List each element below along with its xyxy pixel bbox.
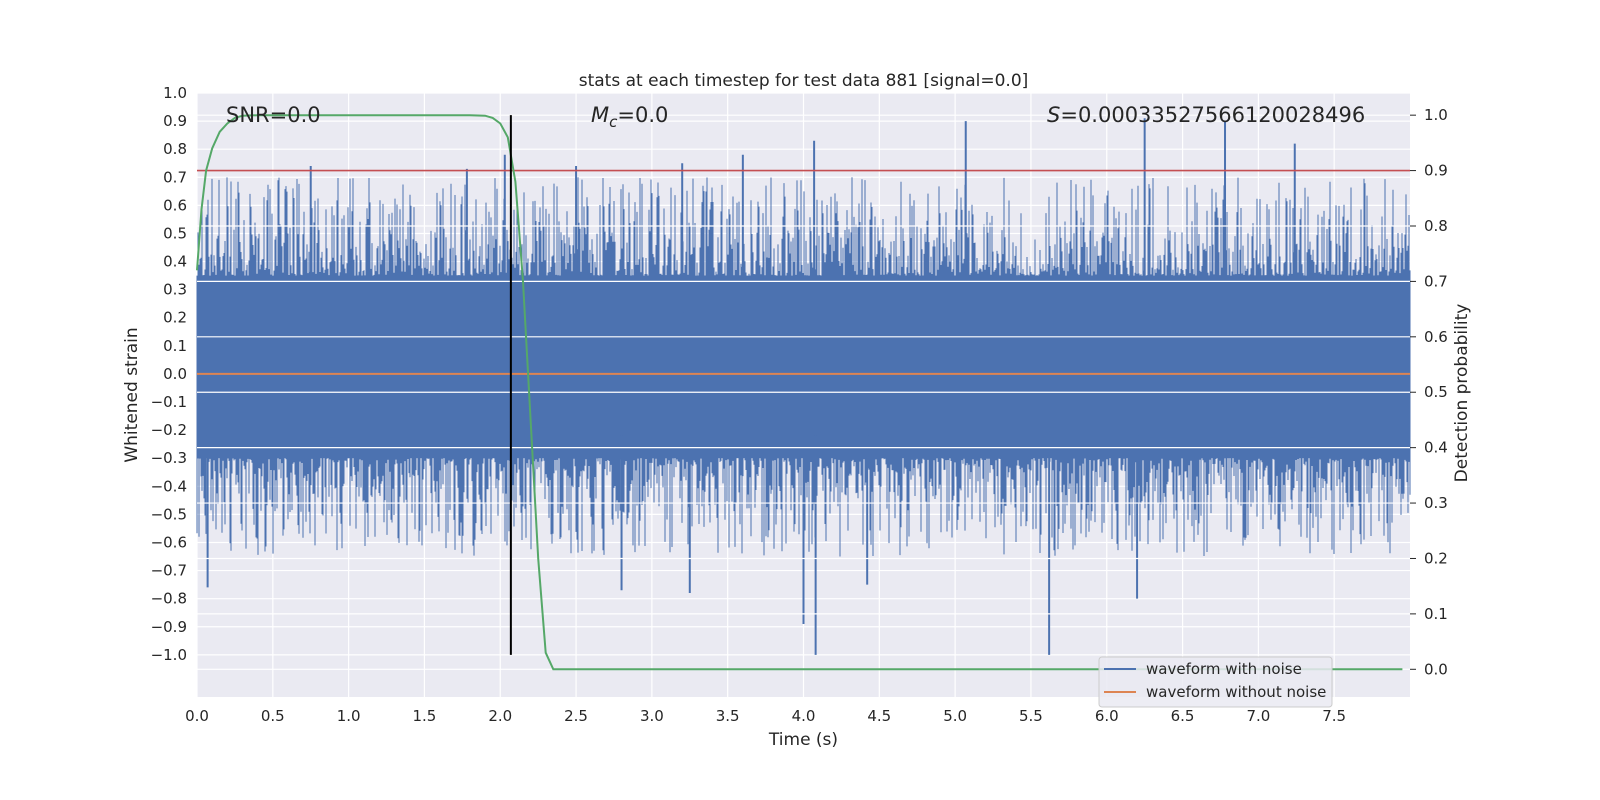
legend-label-template: waveform without noise bbox=[1146, 683, 1326, 701]
x-tick-label: 1.5 bbox=[413, 707, 437, 725]
legend-label-noise: waveform with noise bbox=[1146, 660, 1302, 678]
y-tick-label: −0.9 bbox=[151, 618, 187, 636]
x-tick-label: 2.0 bbox=[488, 707, 512, 725]
y-tick-label: −0.1 bbox=[151, 393, 187, 411]
y-tick-label: 0.9 bbox=[163, 112, 187, 130]
x-tick-label: 3.5 bbox=[716, 707, 740, 725]
y2-tick-label: 0.2 bbox=[1424, 549, 1448, 567]
x-tick-label: 5.0 bbox=[943, 707, 967, 725]
mc-symbol: M bbox=[591, 103, 609, 127]
y-tick-label: 0.6 bbox=[163, 196, 187, 214]
x-tick-label: 0.5 bbox=[261, 707, 285, 725]
x-tick-label: 7.5 bbox=[1322, 707, 1346, 725]
y2-tick-label: 0.3 bbox=[1424, 494, 1448, 512]
y-tick-label: 0.0 bbox=[163, 365, 187, 383]
y2-tick-label: 0.8 bbox=[1424, 217, 1448, 235]
legend-box bbox=[1098, 656, 1333, 708]
snr-annotation: SNR=0.0 bbox=[226, 103, 321, 127]
x-tick-label: 0.0 bbox=[185, 707, 209, 725]
y-tick-label: −0.4 bbox=[151, 477, 187, 495]
y-tick-label: −0.8 bbox=[151, 590, 187, 608]
mc-subscript: c bbox=[609, 113, 618, 131]
y-tick-label: 0.3 bbox=[163, 281, 187, 299]
y2-tick-label: 0.6 bbox=[1424, 328, 1448, 346]
x-tick-label: 7.0 bbox=[1246, 707, 1270, 725]
y-tick-label: 0.5 bbox=[163, 224, 187, 242]
y-tick-label: −0.5 bbox=[151, 505, 187, 523]
x-tick-label: 4.5 bbox=[867, 707, 891, 725]
y2-tick-label: 0.1 bbox=[1424, 605, 1448, 623]
y2-tick-label: 1.0 bbox=[1424, 106, 1448, 124]
x-tick-label: 6.0 bbox=[1095, 707, 1119, 725]
y-tick-label: 0.8 bbox=[163, 140, 187, 158]
y-tick-label: −0.2 bbox=[151, 421, 187, 439]
y-tick-label: −0.3 bbox=[151, 449, 187, 467]
y-tick-label: 1.0 bbox=[163, 84, 187, 102]
y2-tick-label: 0.7 bbox=[1424, 272, 1448, 290]
x-axis-label: Time (s) bbox=[768, 730, 838, 750]
line-series bbox=[196, 114, 1410, 671]
s-annotation: S=0.00033527566120028496 bbox=[1047, 103, 1365, 127]
y2-tick-label: 0.9 bbox=[1424, 162, 1448, 180]
y-tick-label: 0.4 bbox=[163, 253, 187, 271]
mc-value: =0.0 bbox=[617, 103, 668, 127]
y2-tick-label: 0.0 bbox=[1424, 660, 1448, 678]
tick-labels: 0.0 0.5 1.0 1.5 2.0 2.5 3.0 3.5 4.0 4.5 5.0 5.5 6.0 6… bbox=[151, 84, 1448, 725]
x-tick-label: 3.0 bbox=[640, 707, 664, 725]
mc-annotation: Mc=0.0 bbox=[591, 103, 668, 131]
x-tick-label: 4.0 bbox=[792, 707, 816, 725]
y-tick-label: −1.0 bbox=[151, 646, 187, 664]
chart-title: stats at each timestep for test data 881… bbox=[579, 71, 1029, 91]
s-symbol: S bbox=[1047, 103, 1060, 127]
y2-tick-label: 0.4 bbox=[1424, 439, 1448, 457]
y-tick-label: 0.1 bbox=[163, 337, 187, 355]
y-tick-label: −0.6 bbox=[151, 533, 187, 551]
y2-axis-label: Detection probability bbox=[1452, 304, 1472, 483]
y2-tick-label: 0.5 bbox=[1424, 383, 1448, 401]
legend: waveform with noise waveform without noi… bbox=[1098, 656, 1333, 708]
x-tick-label: 2.5 bbox=[564, 707, 588, 725]
probability-line bbox=[196, 114, 1403, 671]
y-tick-label: 0.7 bbox=[163, 168, 187, 186]
s-value: =0.00033527566120028496 bbox=[1060, 103, 1365, 127]
x-tick-label: 6.5 bbox=[1171, 707, 1195, 725]
x-tick-label: 1.0 bbox=[337, 707, 361, 725]
y-tick-label: 0.2 bbox=[163, 309, 187, 327]
y-tick-label: −0.7 bbox=[151, 562, 187, 580]
x-tick-label: 5.5 bbox=[1019, 707, 1043, 725]
y-axis-label: Whitened strain bbox=[122, 327, 142, 462]
